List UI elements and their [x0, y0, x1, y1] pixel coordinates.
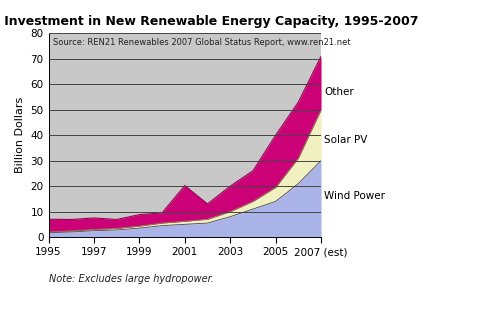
Title: Annual Investment in New Renewable Energy Capacity, 1995-2007: Annual Investment in New Renewable Energ…: [0, 15, 418, 28]
Text: Source: REN21 Renewables 2007 Global Status Report, www.ren21.net: Source: REN21 Renewables 2007 Global Sta…: [52, 39, 350, 47]
Y-axis label: Billion Dollars: Billion Dollars: [15, 97, 25, 173]
Text: Note: Excludes large hydropower.: Note: Excludes large hydropower.: [49, 274, 214, 284]
Text: Other: Other: [324, 87, 354, 97]
Text: Solar PV: Solar PV: [324, 135, 368, 145]
Text: Wind Power: Wind Power: [324, 191, 386, 201]
